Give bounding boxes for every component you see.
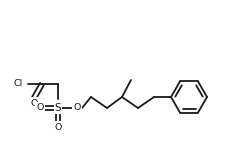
Text: O: O bbox=[73, 103, 81, 113]
Text: O: O bbox=[30, 99, 38, 108]
Text: O: O bbox=[54, 122, 62, 132]
Text: S: S bbox=[55, 103, 61, 113]
Text: Cl: Cl bbox=[13, 80, 23, 88]
Text: O: O bbox=[36, 103, 44, 113]
